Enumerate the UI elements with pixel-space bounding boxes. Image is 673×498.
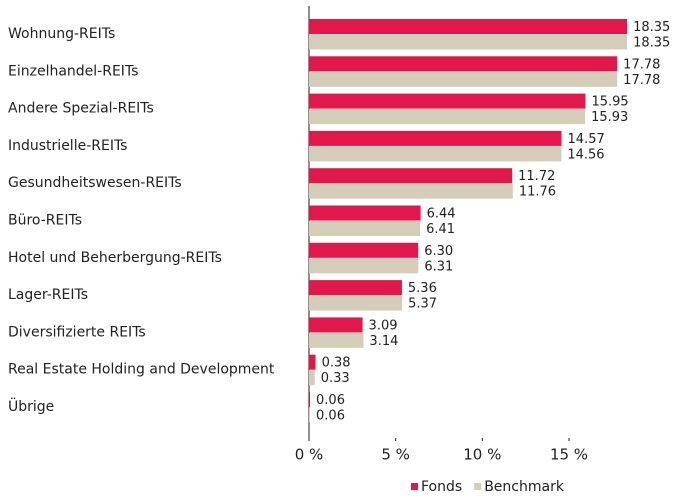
value-label: 18.35 xyxy=(633,20,670,35)
value-label: 6.41 xyxy=(426,222,455,237)
legend-label: Benchmark xyxy=(484,479,565,495)
bar xyxy=(309,56,618,72)
bar xyxy=(309,295,403,311)
x-tick-label: 10 % xyxy=(463,446,501,464)
bar xyxy=(309,221,421,236)
value-label: 3.09 xyxy=(369,318,398,333)
bar xyxy=(309,19,628,34)
value-label: 0.06 xyxy=(316,393,345,408)
bar xyxy=(309,392,311,407)
value-label: 5.36 xyxy=(408,281,437,296)
value-label: 18.35 xyxy=(633,36,670,51)
bar xyxy=(309,71,618,87)
category-label: Real Estate Holding and Development xyxy=(8,362,275,378)
bar xyxy=(309,332,364,348)
value-label: 17.78 xyxy=(623,73,660,88)
bar xyxy=(309,34,628,50)
value-label: 5.37 xyxy=(408,297,437,312)
bar xyxy=(309,280,402,296)
bar xyxy=(309,317,363,333)
category-label: Gesundheitswesen-REITs xyxy=(8,175,182,191)
value-label: 3.14 xyxy=(369,334,398,349)
value-label: 0.06 xyxy=(316,409,345,424)
bar xyxy=(309,146,562,162)
x-tick-label: 0 % xyxy=(295,446,324,464)
bar xyxy=(309,370,315,386)
category-label: Andere Spezial-REITs xyxy=(8,101,154,117)
value-label: 0.38 xyxy=(322,356,351,371)
category-label: Büro-REITs xyxy=(8,213,82,229)
x-tick-label: 5 % xyxy=(381,446,410,464)
value-label: 14.56 xyxy=(567,147,604,162)
category-label: Wohnung-REITs xyxy=(8,26,115,42)
value-label: 11.76 xyxy=(519,185,556,200)
value-label: 0.33 xyxy=(321,371,350,386)
bar xyxy=(309,183,513,199)
legend-swatch xyxy=(474,483,482,490)
x-tick-label: 15 % xyxy=(550,446,588,464)
category-label: Übrige xyxy=(8,397,54,415)
value-label: 14.57 xyxy=(568,132,605,147)
category-label: Lager-REITs xyxy=(8,287,88,303)
value-label: 11.72 xyxy=(518,169,555,184)
bar xyxy=(309,168,513,184)
bar xyxy=(309,407,311,423)
bar xyxy=(309,93,586,109)
value-label: 15.95 xyxy=(591,95,628,110)
bar xyxy=(309,258,419,274)
category-label: Hotel und Beherbergung-REITs xyxy=(8,250,222,266)
category-label: Diversifizierte REITs xyxy=(8,324,146,340)
category-label: Einzelhandel-REITs xyxy=(8,63,138,79)
value-label: 17.78 xyxy=(623,57,660,72)
legend-label: Fonds xyxy=(421,479,462,495)
bar xyxy=(309,354,316,370)
value-label: 6.44 xyxy=(427,207,456,222)
bar xyxy=(309,130,562,146)
legend-swatch xyxy=(411,483,418,490)
value-label: 6.30 xyxy=(424,244,453,259)
bar xyxy=(309,242,419,258)
value-label: 15.93 xyxy=(591,110,628,125)
category-label: Industrielle-REITs xyxy=(8,138,127,154)
bar xyxy=(309,109,586,125)
value-label: 6.31 xyxy=(424,259,453,274)
bar xyxy=(309,205,421,221)
